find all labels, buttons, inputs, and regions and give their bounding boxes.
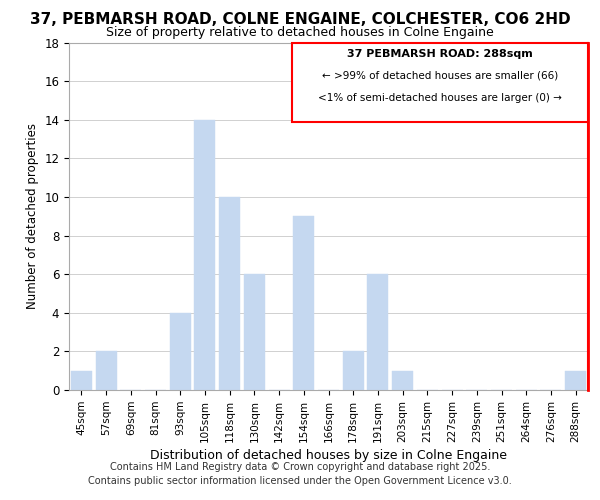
Bar <box>95 352 116 390</box>
Bar <box>343 352 364 390</box>
Bar <box>565 370 586 390</box>
Bar <box>367 274 388 390</box>
Text: 37 PEBMARSH ROAD: 288sqm: 37 PEBMARSH ROAD: 288sqm <box>347 50 533 59</box>
Bar <box>194 120 215 390</box>
Text: ← >99% of detached houses are smaller (66): ← >99% of detached houses are smaller (6… <box>322 70 558 81</box>
Bar <box>293 216 314 390</box>
FancyBboxPatch shape <box>292 42 588 122</box>
Bar <box>392 370 413 390</box>
X-axis label: Distribution of detached houses by size in Colne Engaine: Distribution of detached houses by size … <box>150 449 507 462</box>
Text: Contains HM Land Registry data © Crown copyright and database right 2025.: Contains HM Land Registry data © Crown c… <box>110 462 490 472</box>
Bar <box>170 313 191 390</box>
Text: Contains public sector information licensed under the Open Government Licence v3: Contains public sector information licen… <box>88 476 512 486</box>
Y-axis label: Number of detached properties: Number of detached properties <box>26 123 39 309</box>
Text: <1% of semi-detached houses are larger (0) →: <1% of semi-detached houses are larger (… <box>318 93 562 103</box>
Text: 37, PEBMARSH ROAD, COLNE ENGAINE, COLCHESTER, CO6 2HD: 37, PEBMARSH ROAD, COLNE ENGAINE, COLCHE… <box>29 12 571 28</box>
Bar <box>71 370 92 390</box>
Bar <box>244 274 265 390</box>
Bar <box>219 197 240 390</box>
Text: Size of property relative to detached houses in Colne Engaine: Size of property relative to detached ho… <box>106 26 494 39</box>
